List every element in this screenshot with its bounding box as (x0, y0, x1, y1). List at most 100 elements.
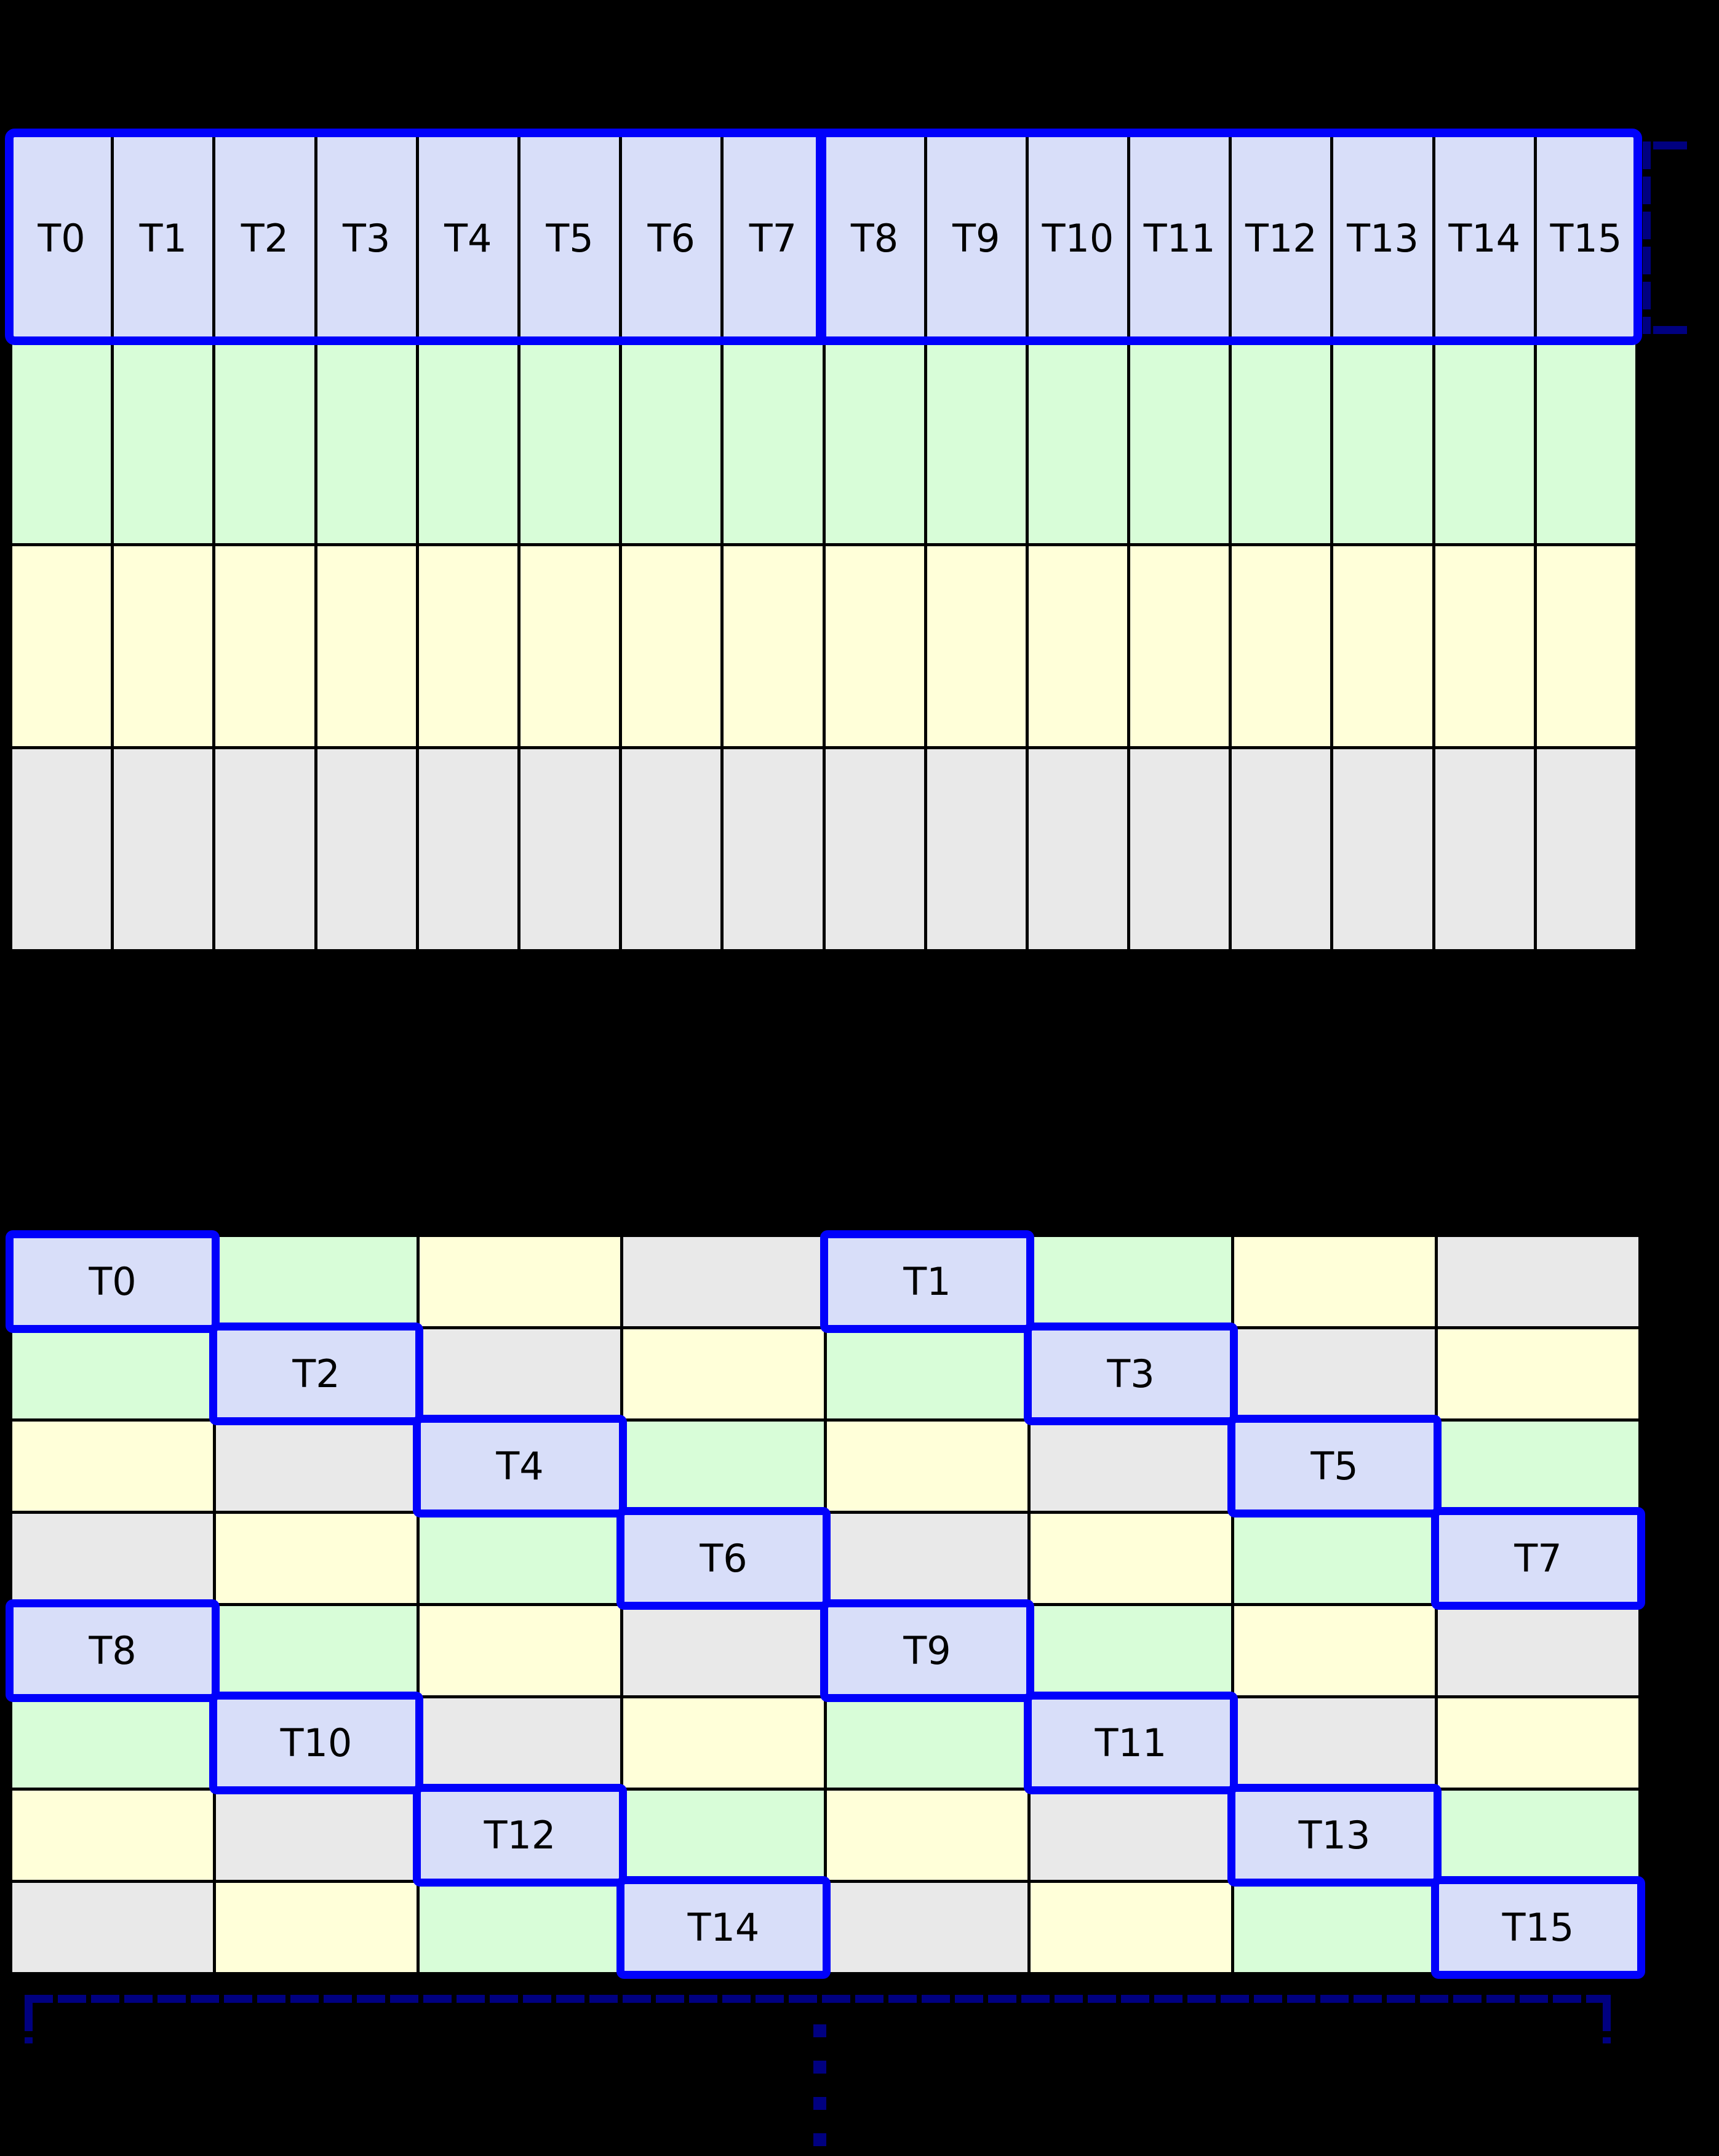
thread-cell: T6 (616, 1507, 831, 1610)
thread-cell: T12 (413, 1784, 627, 1887)
thread-highlight-border (413, 1784, 627, 1887)
thread-cell: T5 (1227, 1415, 1442, 1518)
thread-highlight-border (6, 1230, 220, 1333)
warp-halves-divider (816, 129, 826, 345)
thread-label: T8 (89, 1628, 137, 1673)
bank-cell (216, 1606, 417, 1695)
bank-cell (623, 1606, 824, 1695)
bank-cell (1031, 1791, 1231, 1880)
bank-cell (420, 1883, 620, 1972)
bank-cell (1130, 546, 1229, 746)
bank-cell (520, 343, 620, 543)
thread-cell: T14 (1435, 137, 1534, 340)
bank-cell (1031, 1514, 1231, 1603)
bank-cell (317, 749, 416, 949)
thread-label: T7 (1514, 1535, 1562, 1581)
permuted-access-grid: T0 T1 T2 T3 T4 T5 T6 T7 T8 T9 T10 T11 T12 T13 T14 T15 (6, 1230, 1645, 1979)
bank-cell (827, 1514, 1027, 1603)
bank-cell (420, 1514, 620, 1603)
thread-highlight-border (1227, 1415, 1442, 1518)
bank-cell (623, 1791, 824, 1880)
thread-cell: T6 (622, 137, 721, 340)
thread-cell: T1 (820, 1230, 1034, 1333)
thread-cell: T1 (114, 137, 213, 340)
bank-cell (12, 1883, 213, 1972)
thread-highlight-border (820, 1599, 1034, 1702)
thread-label: T0 (89, 1259, 137, 1304)
bank-cell (623, 1329, 824, 1418)
bank-cell (1234, 1698, 1435, 1788)
bank-cell (1028, 343, 1128, 543)
bank-cell (216, 1791, 417, 1880)
thread-highlight-border (820, 1230, 1034, 1333)
bank-cell (622, 749, 721, 949)
bank-cell (1028, 749, 1128, 949)
bank-cell (1438, 1422, 1638, 1511)
bank-cell (1234, 1606, 1435, 1695)
bank-cell (927, 343, 1026, 543)
bank-cell (1536, 343, 1635, 543)
bank-cell (724, 749, 823, 949)
thread-highlight-border (616, 1507, 831, 1610)
thread-label: T14 (687, 1904, 760, 1950)
bank-cell (825, 546, 924, 746)
thread-highlight-border (1024, 1692, 1238, 1794)
bank-cell (927, 546, 1026, 746)
bank-cell (520, 749, 620, 949)
dot (813, 2133, 826, 2146)
thread-cell: T10 (209, 1692, 423, 1794)
bank-cell (12, 1514, 213, 1603)
bank-cell (1028, 546, 1128, 746)
bank-cell (12, 1422, 213, 1511)
bank-cell (215, 343, 314, 543)
thread-label: T9 (952, 216, 1000, 261)
bank-cell (420, 1698, 620, 1788)
thread-cell: T3 (1024, 1323, 1238, 1425)
thread-label: T13 (1347, 216, 1419, 261)
thread-highlight-border (1431, 1876, 1645, 1979)
bank-cell (623, 1237, 824, 1326)
thread-label: T7 (749, 216, 797, 261)
bank-cell (216, 1237, 417, 1326)
bank-cell (623, 1422, 824, 1511)
bank-cell (114, 546, 213, 746)
linear-access-grid: T0 T1 T2 T3 T4 T5 T6 T7 T8 T9 T10 T11 T12 T13 T14 T15 (5, 129, 1642, 952)
bank-cell (1438, 1329, 1638, 1418)
bank-cell (1232, 343, 1331, 543)
thread-cell: T8 (825, 137, 924, 340)
thread-cell: T11 (1130, 137, 1229, 340)
bank-cell (1232, 546, 1331, 746)
bank-cell (827, 1422, 1027, 1511)
thread-label: T3 (1107, 1351, 1155, 1396)
thread-cell: T0 (12, 137, 111, 340)
bank-cell (420, 1329, 620, 1418)
bank-cell (1130, 749, 1229, 949)
thread-highlight-border (1431, 1507, 1645, 1610)
thread-label: T11 (1095, 1720, 1167, 1765)
bank-cell (317, 343, 416, 543)
thread-label: T5 (1310, 1443, 1358, 1489)
bank-cell (827, 1698, 1027, 1788)
bank-cell (12, 1698, 213, 1788)
thread-label: T0 (38, 216, 86, 261)
thread-cell: T9 (820, 1599, 1034, 1702)
row-bracket-bottom-tick (1653, 326, 1687, 334)
bank-cell (216, 1514, 417, 1603)
bank-cell (12, 1791, 213, 1880)
thread-cell: T4 (413, 1415, 627, 1518)
bank-cell (12, 1329, 213, 1418)
thread-cell: T2 (209, 1323, 423, 1425)
dot (813, 2097, 826, 2110)
thread-label: T10 (280, 1720, 353, 1765)
thread-cell: T11 (1024, 1692, 1238, 1794)
thread-label: T8 (850, 216, 899, 261)
bank-cell (827, 1329, 1027, 1418)
row-bracket-top-tick (1653, 141, 1687, 149)
bank-cell (420, 1606, 620, 1695)
bank-cell (420, 1237, 620, 1326)
thread-cell: T15 (1536, 137, 1635, 340)
thread-cell: T7 (1431, 1507, 1645, 1610)
bank-cell (12, 546, 111, 746)
thread-label: T4 (444, 216, 492, 261)
bank-cell (1333, 546, 1432, 746)
